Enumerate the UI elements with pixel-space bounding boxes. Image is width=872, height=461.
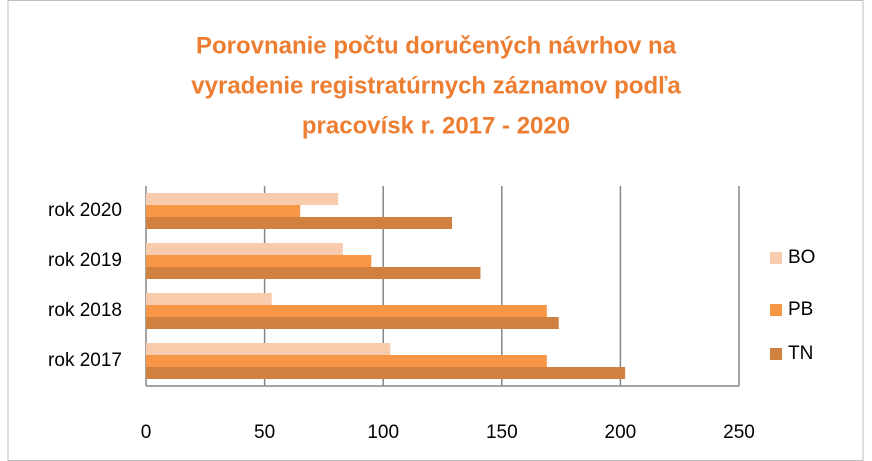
bar xyxy=(146,343,391,355)
x-tick-label: 0 xyxy=(141,422,152,443)
x-tick-label: 250 xyxy=(723,422,755,443)
legend-label: TN xyxy=(788,343,813,364)
y-tick-label: rok 2020 xyxy=(48,200,122,221)
y-tick-label: rok 2019 xyxy=(48,250,122,271)
bar xyxy=(146,293,272,305)
bar xyxy=(146,317,559,329)
bar xyxy=(146,267,481,279)
y-tick-label: rok 2017 xyxy=(48,350,122,371)
bar xyxy=(146,243,343,255)
bar xyxy=(146,255,372,267)
x-tick-label: 200 xyxy=(605,422,637,443)
bar xyxy=(146,217,452,229)
legend-swatch xyxy=(770,304,782,316)
legend-swatch xyxy=(770,348,782,360)
chart-title: Porovnanie počtu doručených návrhov na xyxy=(196,32,677,59)
y-tick-label: rok 2018 xyxy=(48,300,122,321)
chart-title: vyradenie registratúrnych záznamov podľa xyxy=(191,72,681,99)
legend-swatch xyxy=(770,252,782,264)
chart-frame xyxy=(7,0,864,461)
x-tick-label: 150 xyxy=(486,422,518,443)
x-tick-label: 100 xyxy=(367,422,399,443)
bar xyxy=(146,355,547,367)
bar xyxy=(146,205,301,217)
bar xyxy=(146,193,339,205)
bar xyxy=(146,367,626,379)
chart-title: pracovísk r. 2017 - 2020 xyxy=(302,112,570,139)
legend-label: PB xyxy=(788,299,813,320)
bar xyxy=(146,305,547,317)
x-tick-label: 50 xyxy=(254,422,275,443)
legend-label: BO xyxy=(788,247,815,268)
